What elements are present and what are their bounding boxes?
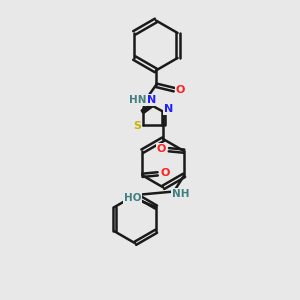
- Text: O: O: [176, 85, 185, 94]
- Text: S: S: [133, 122, 141, 131]
- Text: NH: NH: [172, 189, 189, 199]
- Text: HO: HO: [124, 193, 141, 203]
- Text: O: O: [160, 168, 170, 178]
- Text: N: N: [164, 104, 173, 114]
- Text: O: O: [157, 144, 166, 154]
- Text: N: N: [147, 95, 156, 105]
- Text: HN: HN: [129, 95, 146, 105]
